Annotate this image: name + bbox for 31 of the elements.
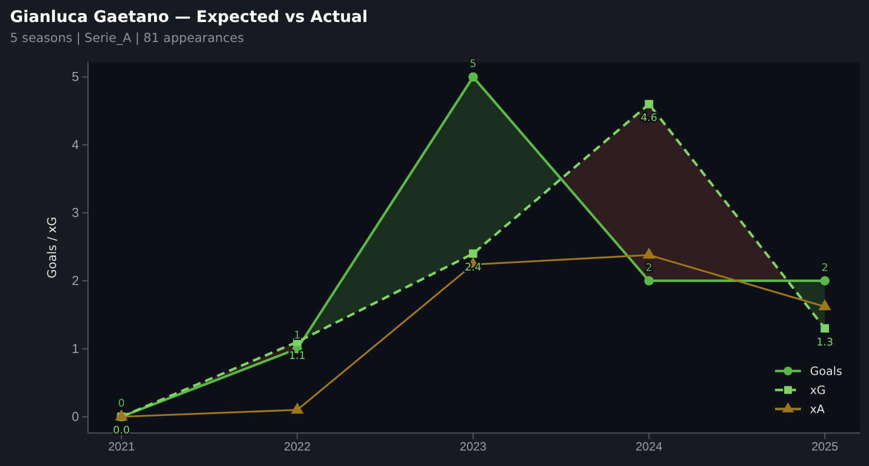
y-tick-label: 3	[72, 205, 79, 220]
point	[468, 249, 478, 258]
data-label: 1.3	[816, 336, 834, 348]
x-tick-label: 2025	[811, 440, 838, 454]
point	[468, 72, 478, 82]
chart-subtitle: 5 seasons | Serie_A | 81 appearances	[10, 30, 244, 45]
x-tick-label: 2023	[460, 440, 487, 454]
y-tick-label: 4	[72, 137, 79, 152]
y-tick-label: 0	[72, 408, 79, 424]
data-label: 0.0	[113, 424, 130, 437]
point	[820, 276, 830, 286]
y-axis-title: Goals / xG	[45, 216, 59, 278]
x-tick-label: 2022	[284, 440, 311, 454]
data-label: 5	[470, 58, 476, 70]
point	[644, 100, 654, 108]
y-tick-label: 1	[72, 340, 79, 356]
legend-label: Goals	[810, 364, 842, 378]
data-label: 0	[118, 398, 125, 410]
data-label: 4.6	[640, 112, 658, 124]
x-tick-label: 2024	[636, 440, 663, 454]
legend-label: xG	[810, 383, 826, 397]
y-tick-label: 5	[72, 69, 79, 84]
chart-title: Gianluca Gaetano — Expected vs Actual	[10, 7, 368, 26]
y-tick-label: 2	[72, 272, 79, 288]
data-label: 1.1	[288, 350, 306, 362]
point	[644, 276, 654, 286]
data-label: 2	[821, 262, 828, 274]
data-label: 2	[646, 262, 652, 274]
legend-label: xA	[810, 402, 825, 416]
point	[820, 324, 830, 333]
x-tick-label: 2021	[108, 440, 136, 454]
